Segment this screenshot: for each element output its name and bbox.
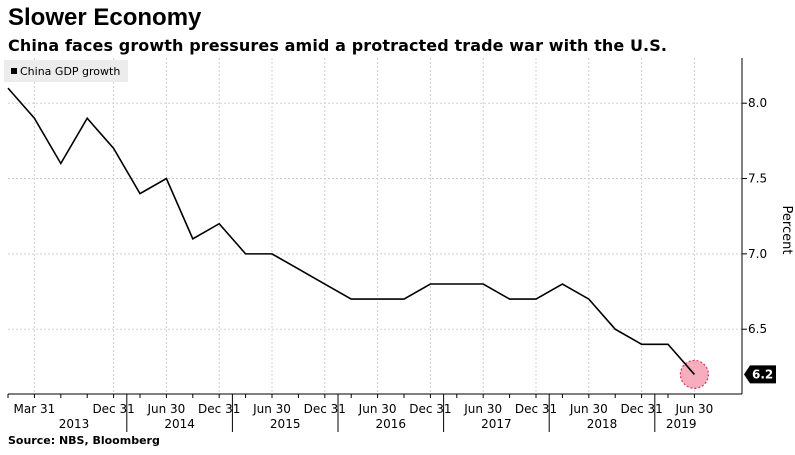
x-tick-label: Dec 31 [92, 402, 134, 416]
data-point [271, 253, 273, 255]
x-year-label: 2014 [164, 417, 195, 431]
data-point [60, 162, 62, 164]
data-point [33, 117, 35, 119]
data-point [192, 238, 194, 240]
y-tick-label: 8.0 [748, 96, 767, 110]
y-tick-label: 6.5 [748, 322, 767, 336]
x-tick-label: Jun 30 [463, 402, 502, 416]
x-year-label: 2016 [376, 417, 407, 431]
last-value-badge [744, 365, 776, 384]
x-tick-label: Jun 30 [569, 402, 608, 416]
legend-label: China GDP growth [20, 65, 120, 78]
y-tick-label: 7.0 [748, 247, 767, 261]
data-point [139, 193, 141, 195]
source-note: Source: NBS, Bloomberg [8, 434, 160, 447]
series-line-china-gdp-growth [7, 87, 696, 375]
x-tick-label: Jun 30 [252, 402, 291, 416]
data-point [509, 298, 511, 300]
data-point [86, 117, 88, 119]
x-year-label: 2013 [59, 417, 90, 431]
data-point [588, 298, 590, 300]
data-point [403, 298, 405, 300]
x-tick-label: Dec 31 [620, 402, 662, 416]
data-point [7, 87, 9, 89]
y-axis-label: Percent [779, 206, 794, 255]
data-point [245, 253, 247, 255]
data-point [535, 298, 537, 300]
chart-subtitle: China faces growth pressures amid a prot… [8, 36, 668, 55]
data-point [113, 147, 115, 149]
y-tick-label: 7.5 [748, 172, 767, 186]
data-point [297, 268, 299, 270]
x-tick-label: Jun 30 [674, 402, 713, 416]
x-tick-label: Dec 31 [198, 402, 240, 416]
x-year-label: 2017 [481, 417, 512, 431]
data-point [429, 283, 431, 285]
x-year-label: 2019 [666, 417, 697, 431]
x-tick-label: Dec 31 [515, 402, 557, 416]
data-point [165, 178, 167, 180]
x-tick-label: Dec 31 [409, 402, 451, 416]
x-tick-label: Dec 31 [304, 402, 346, 416]
data-point [614, 328, 616, 330]
data-point [218, 223, 220, 225]
data-point [456, 283, 458, 285]
data-point [377, 298, 379, 300]
legend-swatch [11, 68, 17, 74]
data-point [324, 283, 326, 285]
x-tick-label: Mar 31 [14, 402, 56, 416]
data-point [667, 343, 669, 345]
last-value-label: 6.2 [752, 367, 773, 381]
x-tick-label: Jun 30 [358, 402, 397, 416]
data-point [561, 283, 563, 285]
x-tick-label: Jun 30 [146, 402, 185, 416]
x-year-label: 2015 [270, 417, 301, 431]
x-year-label: 2018 [587, 417, 618, 431]
data-point [693, 373, 695, 375]
data-point [641, 343, 643, 345]
data-point [350, 298, 352, 300]
chart-title: Slower Economy [8, 4, 202, 31]
legend-box [4, 60, 128, 82]
data-point [482, 283, 484, 285]
